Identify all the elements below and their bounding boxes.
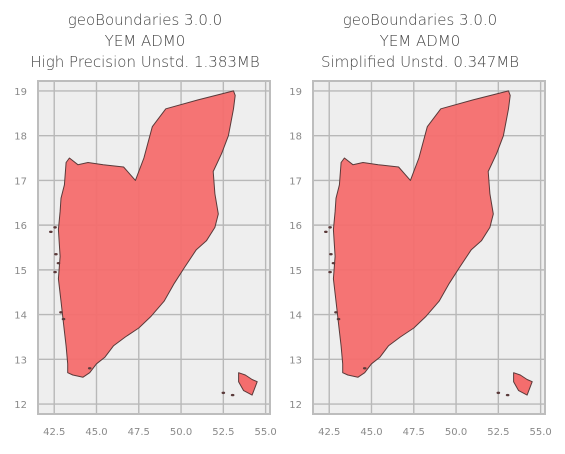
socotra-island-shape bbox=[513, 372, 533, 396]
islet-mark bbox=[59, 311, 63, 314]
islet-mark bbox=[87, 367, 92, 370]
x-tick-label: 42.5 bbox=[318, 427, 340, 438]
map-title-line-2: YEM ADM0 bbox=[104, 32, 186, 50]
islet-mark bbox=[336, 317, 341, 321]
y-tick-label: 18 bbox=[289, 132, 302, 143]
y-tick-label: 12 bbox=[289, 400, 302, 411]
islet-mark bbox=[334, 311, 338, 314]
islet-mark bbox=[331, 261, 336, 265]
x-tick-label: 47.5 bbox=[128, 427, 150, 438]
x-tick-label: 55.0 bbox=[254, 427, 276, 438]
islet-mark bbox=[53, 270, 57, 274]
x-tick-label: 52.5 bbox=[212, 427, 234, 438]
y-tick-label: 16 bbox=[14, 221, 27, 232]
y-tick-label: 14 bbox=[289, 311, 302, 322]
y-tick-label: 16 bbox=[289, 221, 302, 232]
y-tick-label: 15 bbox=[289, 266, 302, 277]
islet-mark bbox=[230, 393, 235, 397]
y-tick-label: 14 bbox=[14, 311, 27, 322]
islet-mark bbox=[362, 367, 367, 370]
islet-mark bbox=[61, 317, 66, 321]
islet-mark bbox=[496, 391, 501, 395]
map-panel-high-precision: geoBoundaries 3.0.0 YEM ADM0 High Precis… bbox=[14, 11, 277, 438]
x-tick-label: 50.0 bbox=[170, 427, 192, 438]
map-title-line-1: geoBoundaries 3.0.0 bbox=[342, 11, 498, 29]
islet-mark bbox=[328, 226, 332, 229]
y-tick-label: 15 bbox=[14, 266, 27, 277]
islet-mark bbox=[49, 230, 53, 234]
x-tick-label: 55.0 bbox=[529, 427, 551, 438]
yemen-mainland-shape bbox=[332, 90, 511, 378]
islet-mark bbox=[328, 270, 332, 274]
y-tick-label: 17 bbox=[289, 176, 302, 187]
x-tick-label: 45.0 bbox=[85, 427, 107, 438]
map-title-line-3: High Precision Unstd. 1.383MB bbox=[30, 53, 260, 71]
y-tick-label: 17 bbox=[14, 176, 27, 187]
map-title-line-2: YEM ADM0 bbox=[379, 32, 461, 50]
yemen-mainland-shape bbox=[57, 90, 236, 378]
x-tick-label: 47.5 bbox=[403, 427, 425, 438]
islet-mark bbox=[329, 253, 333, 256]
islet-mark bbox=[56, 261, 61, 265]
islet-mark bbox=[221, 391, 226, 395]
y-tick-label: 19 bbox=[289, 87, 302, 98]
map-title-line-1: geoBoundaries 3.0.0 bbox=[67, 11, 223, 29]
y-tick-label: 19 bbox=[14, 87, 27, 98]
map-plot-high-precision: 42.5 45.0 47.5 50.0 52.5 55.0 12 13 14 15 16 17 18 19 bbox=[14, 80, 277, 438]
socotra-island-shape bbox=[238, 372, 258, 396]
y-tick-label: 13 bbox=[14, 355, 27, 366]
x-tick-label: 45.0 bbox=[360, 427, 382, 438]
map-panel-simplified: geoBoundaries 3.0.0 YEM ADM0 Simplified … bbox=[275, 0, 565, 454]
islet-mark bbox=[505, 393, 510, 397]
map-plot-simplified: 42.5 45.0 47.5 50.0 52.5 55.0 12 13 14 15 16 17 18 19 bbox=[289, 80, 552, 438]
x-tick-label: 50.0 bbox=[445, 427, 467, 438]
y-tick-label: 13 bbox=[289, 355, 302, 366]
islet-mark bbox=[324, 230, 328, 234]
islet-mark bbox=[53, 226, 57, 229]
map-title-line-3: Simplified Unstd. 0.347MB bbox=[320, 53, 520, 71]
y-tick-label: 12 bbox=[14, 400, 27, 411]
islet-mark bbox=[54, 253, 58, 256]
x-tick-label: 52.5 bbox=[487, 427, 509, 438]
y-tick-label: 18 bbox=[14, 132, 27, 143]
x-tick-label: 42.5 bbox=[43, 427, 65, 438]
